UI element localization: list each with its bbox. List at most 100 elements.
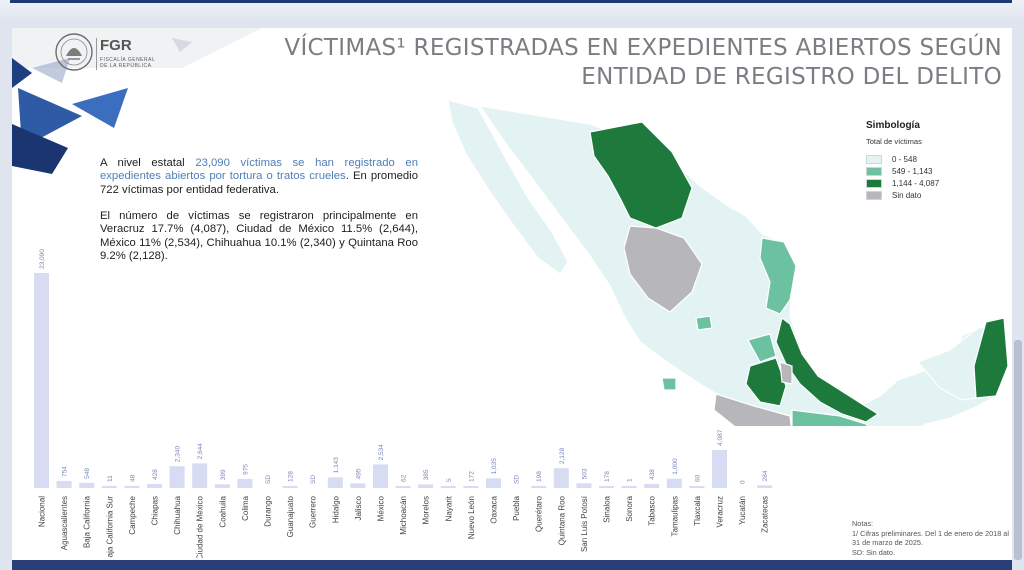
bar-32 — [757, 485, 773, 488]
category-label: Hidalgo — [331, 495, 340, 523]
category-label: Baja California Sur — [105, 496, 114, 558]
category-label: Yucatán — [738, 496, 747, 525]
legend-swatch — [866, 166, 882, 176]
scrollbar[interactable] — [1014, 340, 1022, 560]
bar-29 — [689, 486, 705, 488]
bar-24 — [576, 483, 592, 488]
bar-value-label: 23,090 — [39, 249, 46, 269]
bar-value-label: 11 — [107, 475, 114, 482]
bar-value-label: 754 — [62, 466, 69, 477]
header-triangle-1 — [12, 58, 32, 88]
legend-label: Sin dato — [892, 190, 922, 200]
bar-value-label: 2,128 — [559, 448, 566, 465]
summary-highlight: 23,090 víctimas se han registrado en exp… — [100, 157, 418, 183]
category-label: Guanajuato — [286, 495, 295, 537]
notes-heading: Notas: — [852, 519, 874, 528]
bar-18 — [440, 486, 456, 488]
summary-pre: A nivel estatal — [100, 157, 196, 169]
bar-0 — [34, 273, 49, 488]
bar-value-label: SD — [265, 475, 272, 484]
category-label: Veracruz — [716, 496, 725, 528]
bar-6 — [169, 466, 185, 488]
category-label: Nuevo León — [467, 496, 476, 539]
logo-divider — [96, 38, 97, 70]
logo-line2: DE LA REPÚBLICA — [100, 63, 152, 69]
bar-value-label: 975 — [242, 464, 249, 475]
category-label: Tamaulipas — [670, 496, 679, 536]
bar-value-label: 503 — [581, 468, 588, 479]
bar-value-label: 495 — [355, 468, 362, 479]
bar-8 — [214, 484, 230, 488]
header-grey-band — [12, 28, 262, 68]
category-label: Colima — [241, 495, 250, 520]
bar-13 — [327, 477, 343, 488]
bar-25 — [599, 486, 614, 488]
category-label: San Luis Potosí — [580, 495, 589, 552]
top-rule — [10, 0, 1012, 3]
category-label: Coahuila — [218, 495, 227, 527]
notes-line1: 1/ Cifras preliminares. Del 1 de enero d… — [852, 528, 1009, 548]
bar-value-label: 60 — [694, 474, 701, 482]
bar-7 — [192, 463, 208, 488]
bar-value-label: 198 — [536, 471, 543, 482]
notes: Notas: 1/ Cifras preliminares. Del 1 de … — [852, 519, 1010, 557]
slide: FGR FISCALÍA GENERAL DE LA REPÚBLICA VÍC… — [12, 28, 1012, 560]
detail-paragraph: El número de víctimas se registraron pri… — [100, 210, 418, 263]
map-legend: Simbología Total de víctimas 0 - 548 549… — [866, 120, 1006, 201]
category-label: Ciudad de México — [196, 495, 205, 558]
legend-swatch — [866, 178, 882, 188]
category-label: Zacatecas — [761, 496, 770, 533]
category-label: Guerrero — [309, 495, 318, 528]
map-queretaro-hidalgo — [747, 333, 777, 363]
category-label: Nayarit — [444, 495, 453, 521]
category-label: México — [377, 495, 386, 521]
legend-swatch — [866, 190, 882, 200]
top-bar — [0, 0, 1024, 22]
bar-value-label: 62 — [401, 474, 408, 482]
header-graphic — [12, 28, 262, 174]
bar-17 — [418, 484, 434, 488]
bar-19 — [463, 486, 479, 488]
category-label: Campeche — [128, 495, 137, 534]
legend-item: 549 - 1,143 — [866, 165, 1006, 177]
bar-1 — [56, 480, 72, 488]
bar-value-label: 2,644 — [197, 443, 204, 460]
bar-value-label: 0 — [740, 480, 747, 484]
legend-label: 0 - 548 — [892, 154, 917, 164]
category-label: Tlaxcala — [693, 495, 702, 525]
legend-item: 1,144 - 4,087 — [866, 177, 1006, 189]
bar-value-label: 178 — [604, 471, 611, 482]
title-line1: VÍCTIMAS¹ REGISTRADAS EN EXPEDIENTES ABI… — [284, 35, 1002, 61]
bar-5 — [147, 484, 162, 488]
map-colima — [661, 377, 677, 391]
category-label: Puebla — [512, 495, 521, 520]
bar-value-label: 4,087 — [717, 429, 724, 446]
bar-28 — [666, 478, 682, 488]
mexico-map — [447, 99, 1009, 426]
category-label: Jalisco — [354, 495, 363, 520]
bar-value-label: 284 — [762, 470, 769, 481]
legend-label: 549 - 1,143 — [892, 166, 933, 176]
map-quintana-roo — [973, 317, 1009, 399]
bar-value-label: 1 — [627, 478, 634, 482]
bar-27 — [644, 483, 660, 488]
category-label: Chihuahua — [173, 495, 182, 534]
bar-value-label: 1,035 — [491, 458, 498, 475]
bar-value-label: 548 — [84, 468, 91, 479]
bar-value-label: 1,000 — [672, 458, 679, 475]
map-baja — [447, 99, 569, 275]
bar-4 — [124, 486, 140, 488]
map-cdmx-region — [779, 361, 793, 385]
summary-paragraph: A nivel estatal 23,090 víctimas se han r… — [100, 157, 418, 197]
logo-line1: FISCALÍA GENERAL — [100, 57, 156, 63]
category-label: Chiapas — [151, 496, 160, 525]
category-label: Baja California — [83, 495, 92, 548]
legend-item: 0 - 548 — [866, 153, 1006, 165]
bar-11 — [282, 486, 298, 488]
bar-value-label: 438 — [649, 469, 656, 480]
category-label: Morelos — [422, 496, 431, 524]
legend-subtitle: Total de víctimas — [866, 137, 922, 146]
bar-22 — [531, 486, 547, 488]
header-triangle-3 — [72, 88, 128, 128]
